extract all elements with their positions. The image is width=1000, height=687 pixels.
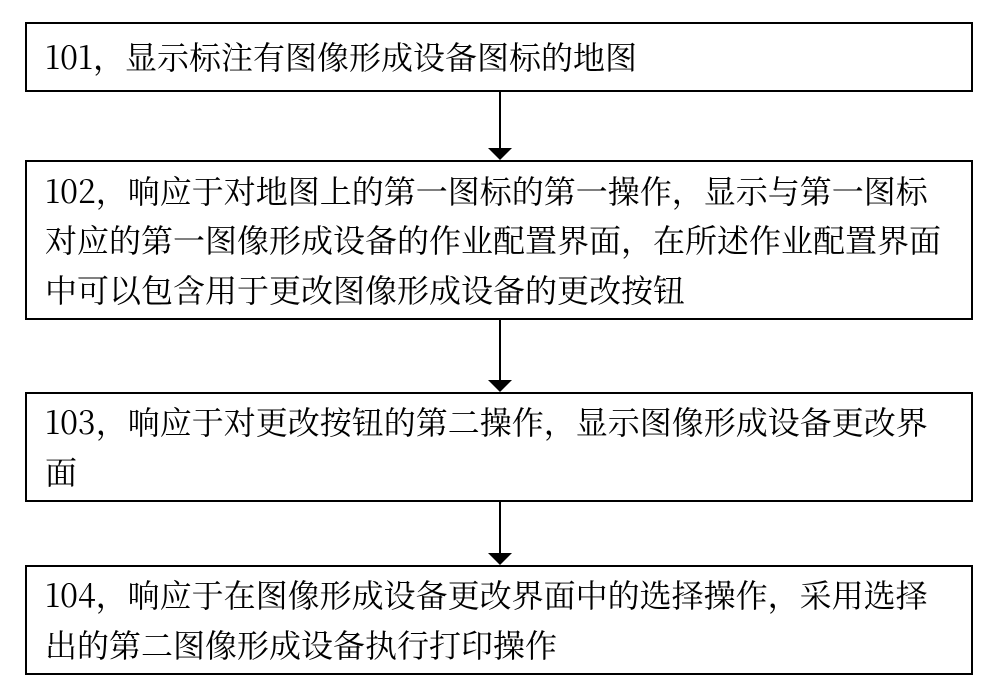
flowchart-node: 101，显示标注有图像形成设备图标的地图 — [25, 22, 973, 92]
flowchart-arrow-line — [499, 502, 501, 553]
flowchart-node: 103，响应于对更改按钮的第二操作，显示图像形成设备更改界面 — [25, 392, 973, 502]
flowchart-arrow-line — [499, 92, 501, 148]
flowchart-arrow-head — [488, 148, 512, 160]
flowchart-arrow-head — [488, 380, 512, 392]
flowchart-arrow-line — [499, 320, 501, 380]
flowchart-node: 102，响应于对地图上的第一图标的第一操作，显示与第一图标对应的第一图像形成设备… — [25, 160, 973, 320]
flowchart-node-text: 104，响应于在图像形成设备更改界面中的选择操作，采用选择出的第二图像形成设备执… — [45, 570, 953, 669]
flowchart-node-text: 101，显示标注有图像形成设备图标的地图 — [45, 32, 637, 82]
flowchart-node-text: 102，响应于对地图上的第一图标的第一操作，显示与第一图标对应的第一图像形成设备… — [45, 166, 953, 315]
flowchart-node: 104，响应于在图像形成设备更改界面中的选择操作，采用选择出的第二图像形成设备执… — [25, 565, 973, 675]
flowchart-canvas: 101，显示标注有图像形成设备图标的地图 102，响应于对地图上的第一图标的第一操… — [0, 0, 1000, 687]
flowchart-arrow-head — [488, 553, 512, 565]
flowchart-node-text: 103，响应于对更改按钮的第二操作，显示图像形成设备更改界面 — [45, 397, 953, 496]
